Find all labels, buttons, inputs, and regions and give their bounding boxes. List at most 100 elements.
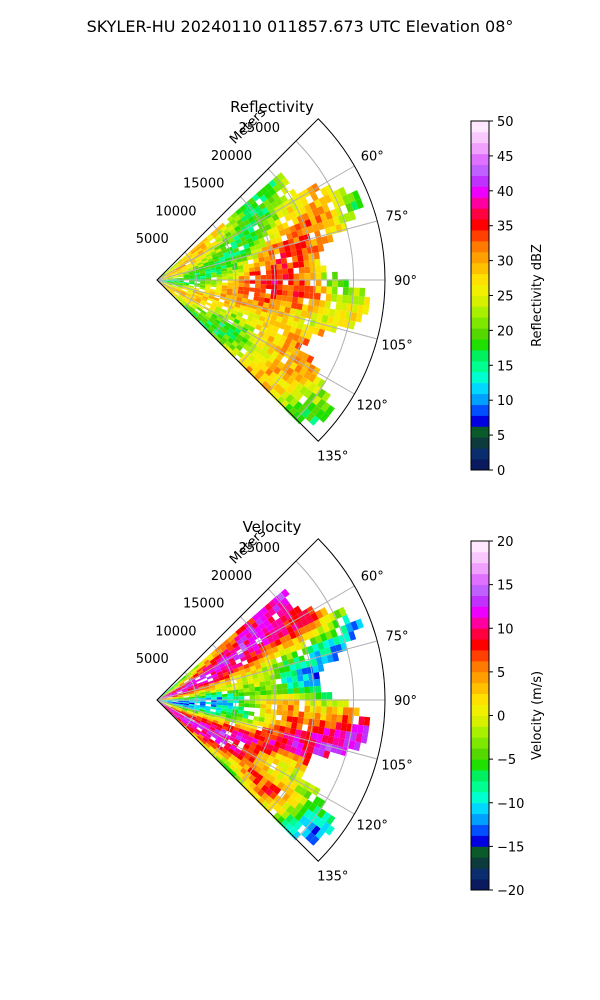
field-cell xyxy=(232,247,240,253)
field-cell xyxy=(179,293,185,298)
field-cell xyxy=(282,274,289,280)
field-cell xyxy=(241,362,249,370)
field-cell xyxy=(160,694,166,698)
grid-spoke xyxy=(156,220,378,281)
field-cell xyxy=(167,280,173,282)
field-cell xyxy=(299,376,308,386)
field-cell xyxy=(321,272,327,280)
field-cell xyxy=(211,697,217,700)
field-cell xyxy=(209,306,216,312)
field-cell xyxy=(160,273,165,278)
field-cell xyxy=(220,262,227,267)
field-cell xyxy=(294,802,304,812)
field-cell xyxy=(280,300,287,307)
field-cell xyxy=(199,311,206,317)
field-cell xyxy=(253,659,261,666)
field-cell xyxy=(200,697,206,700)
field-cell xyxy=(176,288,182,292)
field-cell xyxy=(239,624,247,632)
field-cell xyxy=(203,682,209,686)
field-cell xyxy=(217,673,224,679)
field-cell xyxy=(206,740,213,746)
field-cell xyxy=(221,327,228,334)
field-cell xyxy=(227,282,234,287)
field-cell xyxy=(304,705,311,713)
field-cell xyxy=(309,636,318,646)
field-cell xyxy=(172,713,178,719)
grid-spoke xyxy=(156,165,355,281)
field-cell xyxy=(297,674,304,682)
field-cell xyxy=(281,381,291,391)
field-cell xyxy=(172,281,179,284)
colorbar-segment xyxy=(471,879,489,891)
colorbar-tick-label: 0 xyxy=(497,710,505,725)
field-cell xyxy=(285,385,295,395)
field-cell xyxy=(216,277,223,280)
field-cell xyxy=(306,210,315,219)
field-cell xyxy=(223,648,230,655)
field-cell xyxy=(282,749,290,758)
field-cell xyxy=(269,371,278,380)
field-cell xyxy=(284,324,292,332)
field-cell xyxy=(238,308,245,314)
field-cell xyxy=(321,699,327,707)
field-cell xyxy=(172,698,179,700)
field-cell xyxy=(181,289,187,293)
field-cell xyxy=(223,228,230,235)
field-cell xyxy=(285,359,294,368)
field-cell xyxy=(167,700,173,702)
field-cell xyxy=(251,350,259,358)
field-cell xyxy=(178,280,184,283)
field-cell xyxy=(215,248,222,254)
field-cell xyxy=(260,690,267,696)
field-cell xyxy=(215,289,222,294)
field-cell xyxy=(268,187,277,196)
field-cell xyxy=(244,726,252,732)
field-cell xyxy=(229,770,237,778)
grid-spoke xyxy=(156,699,355,815)
field-cell xyxy=(199,740,205,747)
field-cell xyxy=(297,297,304,305)
field-cell xyxy=(220,682,227,687)
field-cell xyxy=(291,217,300,226)
polar-frame xyxy=(156,118,386,442)
field-cell xyxy=(238,321,246,327)
field-cell xyxy=(205,693,211,696)
field-cell xyxy=(231,760,239,768)
colorbar-segment xyxy=(471,131,489,144)
field-cell xyxy=(241,782,249,790)
field-cell xyxy=(321,734,329,743)
field-cell xyxy=(226,767,233,774)
field-cell xyxy=(204,742,211,749)
field-cell xyxy=(317,808,327,819)
field-cell xyxy=(246,719,254,725)
field-cell xyxy=(226,708,233,713)
field-cell xyxy=(164,286,170,291)
field-cell xyxy=(182,256,188,261)
field-cell xyxy=(252,644,260,652)
field-cell xyxy=(325,713,332,722)
field-cell xyxy=(177,283,184,286)
colorbar-tick-label: 15 xyxy=(497,579,514,594)
field-cell xyxy=(183,259,190,264)
field-cell xyxy=(222,699,228,703)
field-cell xyxy=(316,657,323,666)
field-cell xyxy=(279,335,288,343)
field-cell xyxy=(171,691,177,695)
field-cell xyxy=(247,679,254,685)
field-cell xyxy=(166,284,172,288)
colorbar-segment xyxy=(471,759,489,771)
field-cell xyxy=(176,268,182,272)
field-cell xyxy=(197,261,203,266)
field-cell xyxy=(287,688,294,694)
field-cell xyxy=(215,266,222,270)
field-cell xyxy=(319,412,330,423)
field-cell xyxy=(260,704,267,709)
r-tick-label: 25000 xyxy=(239,541,280,556)
field-cell xyxy=(240,215,248,223)
field-cell xyxy=(260,241,267,248)
field-cell xyxy=(215,287,222,291)
panel-title: Reflectivity xyxy=(230,98,314,116)
field-cell xyxy=(310,238,318,247)
field-cell xyxy=(282,694,289,700)
